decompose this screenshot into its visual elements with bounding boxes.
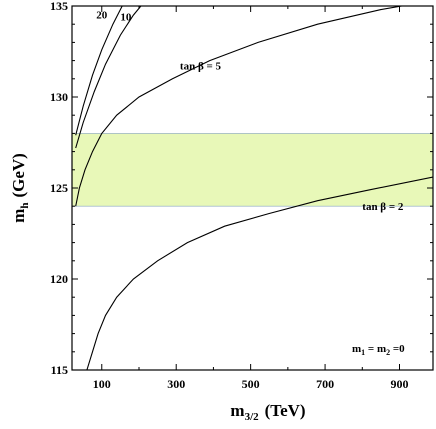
curve-label-tan5: tan β = 5	[180, 61, 222, 73]
y-tick-label: 115	[51, 363, 68, 377]
y-tick-label: 130	[50, 90, 68, 104]
x-tick-label: 500	[242, 377, 260, 391]
curve-label-tan20: 20	[96, 10, 108, 22]
higgs-mass-band	[71, 132, 434, 207]
x-axis-title: m3/2 (TeV)	[230, 401, 305, 423]
y-axis-title: mh(GeV)	[9, 153, 31, 223]
y-tick-label: 135	[50, 0, 68, 13]
x-tick-label: 100	[93, 377, 111, 391]
curve-label-tan2: tan β = 2	[362, 201, 404, 213]
y-tick-label: 125	[50, 181, 68, 195]
curve-layer	[75, 6, 433, 370]
curve-label-tan10: 10	[120, 12, 131, 24]
annotation-layer: tan β = 2 tan β = 5 10 20	[96, 10, 404, 213]
band-layer	[71, 132, 434, 207]
x-tick-label: 700	[316, 377, 334, 391]
curve-series-3	[75, 6, 123, 136]
x-tick-label: 300	[167, 377, 185, 391]
tick-layer: 100 300 500 700 900 115 120 125 130 135	[50, 0, 433, 391]
y-tick-label: 120	[50, 272, 68, 286]
x-tick-label: 900	[391, 377, 409, 391]
curve-series-2	[75, 6, 142, 149]
curve-series-0	[86, 176, 433, 370]
curve-series-1	[75, 6, 405, 207]
legend-note: m1 = m2 =0	[352, 343, 405, 357]
